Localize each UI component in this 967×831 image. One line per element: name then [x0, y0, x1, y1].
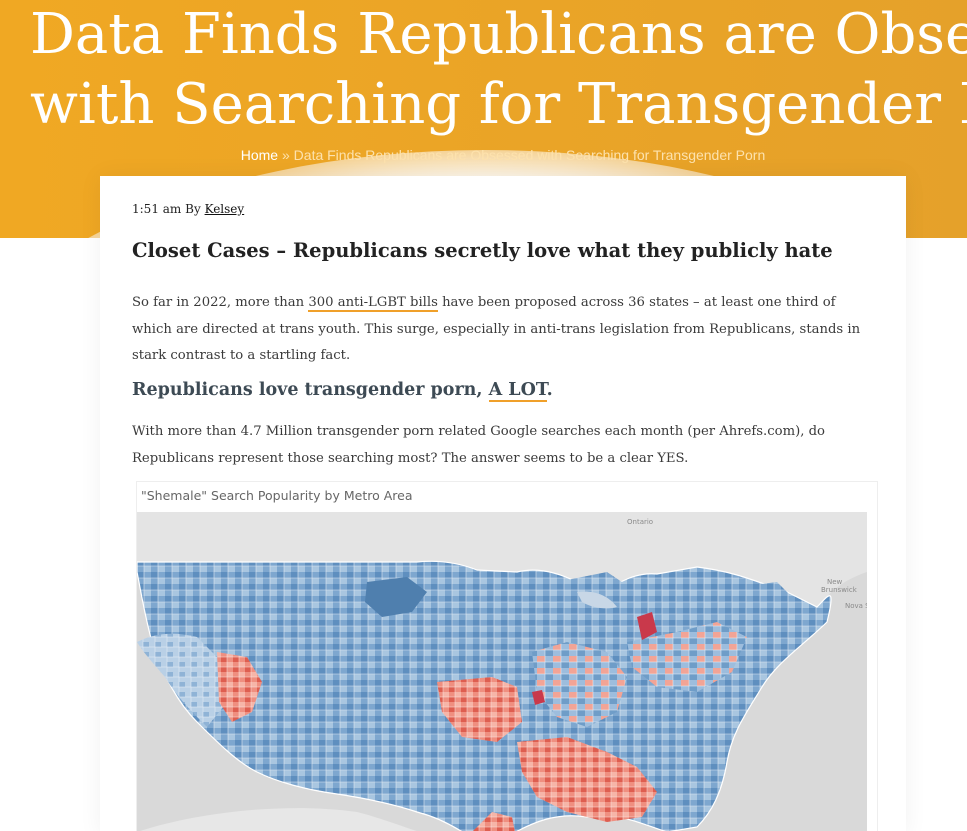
texas-coast-region	[473, 812, 515, 831]
map-label-new: New	[827, 578, 843, 586]
choropleth-map: Ontario New Brunswick Nova S	[137, 512, 867, 831]
midwest-region	[532, 642, 627, 727]
post-meta: 1:51 am By Kelsey	[132, 202, 244, 216]
highlight-county	[637, 612, 657, 640]
canada-land	[137, 512, 867, 607]
article-heading: Closet Cases – Republicans secretly love…	[132, 239, 833, 262]
map-label-brunswick: Brunswick	[821, 586, 858, 594]
plains-region	[437, 677, 522, 742]
lake-shape	[577, 591, 617, 609]
intro-text-before: So far in 2022, more than	[132, 295, 309, 310]
us-map-svg: Ontario New Brunswick Nova S	[137, 512, 867, 831]
article-subheading: Republicans love transgender porn, A LOT…	[132, 380, 553, 402]
west-coast-region	[137, 633, 227, 727]
page-title-line2: with Searching for Transgender Porn	[30, 72, 967, 137]
breadcrumb-current: Data Finds Republicans are Obsessed with…	[293, 147, 766, 163]
map-label-ontario: Ontario	[627, 518, 653, 526]
author-link[interactable]: Kelsey	[204, 202, 245, 216]
mexico-land	[140, 808, 417, 831]
article-card: 1:51 am By Kelsey Closet Cases – Republi…	[100, 176, 906, 831]
subheading-period: .	[546, 380, 553, 400]
map-title: "Shemale" Search Popularity by Metro Are…	[141, 488, 413, 503]
nevada-region	[217, 652, 262, 722]
intro-text-after: have been proposed across 36 states – at…	[132, 295, 861, 363]
map-figure: "Shemale" Search Popularity by Metro Are…	[136, 481, 878, 831]
page-title: Data Finds Republicans are Obsessed with…	[30, 0, 967, 140]
breadcrumb: Home » Data Finds Republicans are Obsess…	[0, 147, 967, 163]
north-central-region	[365, 577, 427, 617]
subheading-text: Republicans love transgender porn,	[132, 380, 489, 400]
breadcrumb-separator: »	[281, 147, 290, 163]
intro-paragraph: So far in 2022, more than 300 anti-LGBT …	[132, 290, 868, 370]
highlight-county-2	[532, 690, 545, 705]
anti-lgbt-bills-link[interactable]: 300 anti-LGBT bills	[308, 295, 438, 312]
northeast-region	[627, 622, 747, 692]
a-lot-link[interactable]: A LOT	[488, 380, 547, 402]
searches-paragraph: With more than 4.7 Million transgender p…	[132, 424, 825, 466]
map-label-nova: Nova S	[845, 602, 867, 610]
post-by: By	[185, 202, 201, 216]
page-title-line1: Data Finds Republicans are Obsessed	[30, 2, 967, 67]
new-england-region	[697, 582, 797, 637]
southeast-region	[517, 737, 657, 822]
breadcrumb-home-link[interactable]: Home	[240, 147, 279, 163]
post-time: 1:51 am	[132, 202, 182, 216]
